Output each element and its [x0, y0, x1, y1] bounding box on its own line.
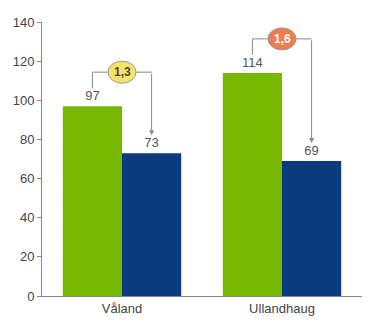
svg-text:1,3: 1,3	[114, 65, 131, 79]
svg-text:Våland: Våland	[102, 301, 142, 316]
svg-text:97: 97	[85, 88, 99, 103]
svg-text:Ullandhaug: Ullandhaug	[249, 301, 315, 316]
svg-text:60: 60	[20, 171, 34, 186]
svg-text:0: 0	[27, 289, 34, 304]
svg-text:100: 100	[13, 93, 35, 108]
svg-text:20: 20	[20, 249, 34, 264]
svg-text:69: 69	[304, 143, 318, 158]
svg-text:80: 80	[20, 132, 34, 147]
svg-text:140: 140	[13, 15, 35, 30]
svg-text:114: 114	[242, 55, 263, 70]
svg-text:40: 40	[20, 210, 34, 225]
svg-text:1,6: 1,6	[274, 32, 291, 46]
svg-text:73: 73	[144, 135, 158, 150]
svg-text:120: 120	[13, 54, 35, 69]
